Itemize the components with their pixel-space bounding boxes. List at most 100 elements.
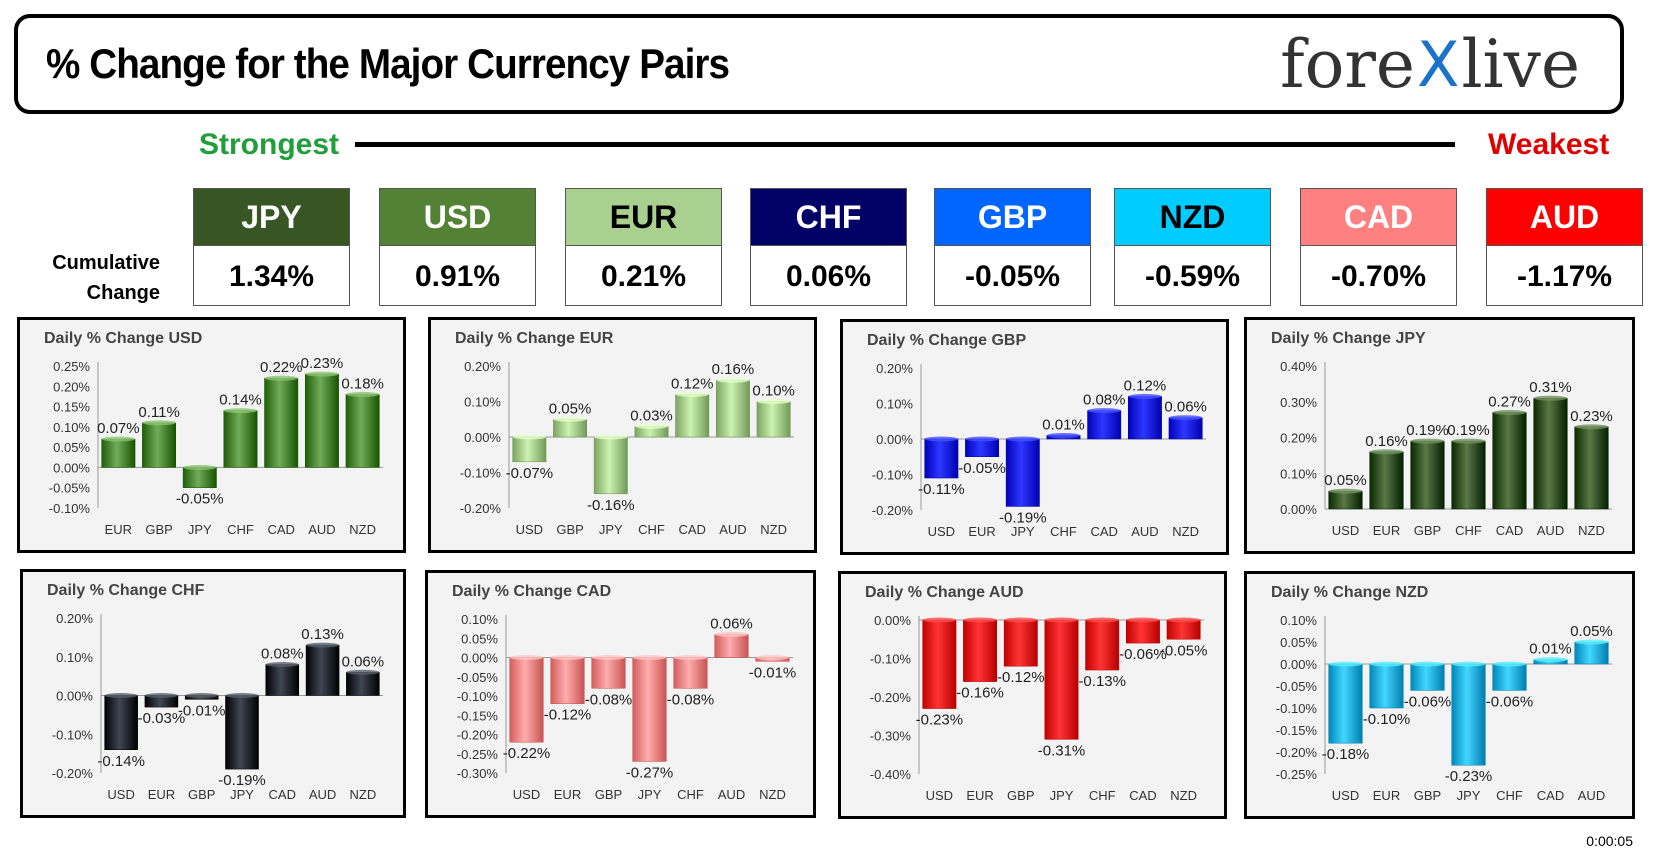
bar-cap xyxy=(1085,617,1119,623)
bar-cap xyxy=(1168,415,1203,421)
bar-cap xyxy=(1166,617,1201,623)
y-tick-label: -0.10% xyxy=(49,501,91,516)
chart-title: Daily % Change CAD xyxy=(452,583,612,600)
data-label: 0.03% xyxy=(630,407,673,424)
y-tick-label: -0.20% xyxy=(1276,745,1318,760)
data-label: -0.05% xyxy=(958,460,1006,477)
chart-panel-4: Daily % Change JPY 0.40% 0.30% 0.20% 0.10% 0.… xyxy=(1244,317,1635,554)
bar-jpy xyxy=(225,695,259,770)
y-tick-label: 0.15% xyxy=(53,400,90,415)
x-tick-label: USD xyxy=(928,524,955,539)
x-tick-label: AUD xyxy=(308,522,335,537)
x-tick-label: NZD xyxy=(760,522,787,537)
bar-nzd xyxy=(346,672,380,696)
x-tick-label: USD xyxy=(107,787,134,802)
currency-cumulative-value: -0.70% xyxy=(1330,260,1427,293)
x-tick-label: CAD xyxy=(1129,788,1156,803)
data-label: 0.10% xyxy=(752,383,795,400)
bar-chf xyxy=(1451,440,1486,510)
x-tick-label: USD xyxy=(516,522,543,537)
page-title: % Change for the Major Currency Pairs xyxy=(46,40,730,87)
bar-chf xyxy=(223,410,258,468)
x-tick-label: GBP xyxy=(1414,788,1441,803)
bar-nzd xyxy=(1574,426,1609,510)
data-label: -0.06% xyxy=(1404,693,1452,710)
bar-cap xyxy=(1410,661,1445,667)
y-tick-label: 0.00% xyxy=(1280,502,1317,517)
currency-name: AUD xyxy=(1487,189,1642,246)
bar-cap xyxy=(1046,432,1081,438)
currency-name: CAD xyxy=(1301,189,1456,246)
cumulative-change-label: Cumulative Change xyxy=(40,248,160,308)
x-tick-label: AUD xyxy=(718,787,745,802)
chart-panel-3: Daily % Change GBP 0.20% 0.10% 0.00% -0.10% -… xyxy=(840,319,1229,555)
bar-nzd xyxy=(345,394,380,468)
bar-cap xyxy=(553,416,587,422)
bar-cap xyxy=(144,693,178,698)
bar-cap xyxy=(346,669,380,675)
chart-panel-6: Daily % Change CAD 0.10% 0.05% 0.00% -0.05% -… xyxy=(425,570,816,818)
bar-gbp xyxy=(553,419,588,438)
bar-cap xyxy=(965,436,999,442)
y-tick-label: 0.00% xyxy=(874,613,911,628)
data-label: -0.12% xyxy=(544,707,592,724)
currency-name: GBP xyxy=(935,189,1090,246)
x-tick-label: GBP xyxy=(595,787,622,802)
y-tick-label: 0.00% xyxy=(876,432,913,447)
bar-chart: 0.20% 0.10% 0.00% -0.10% -0.20% -0.11% USD -0.0… xyxy=(872,361,1207,539)
bar-usd xyxy=(509,657,544,743)
bar-cad xyxy=(1087,410,1122,440)
y-tick-label: 0.10% xyxy=(53,420,90,435)
x-tick-label: NZD xyxy=(349,787,376,802)
data-label: 0.12% xyxy=(671,375,714,392)
x-tick-label: CAD xyxy=(267,522,294,537)
bar-jpy xyxy=(1451,663,1486,766)
y-tick-label: 0.05% xyxy=(1280,635,1317,650)
chart-title: Daily % Change EUR xyxy=(455,330,614,347)
bar-cap xyxy=(591,655,626,660)
x-tick-label: CAD xyxy=(1537,788,1564,803)
data-label: -0.16% xyxy=(956,685,1004,702)
bar-cap xyxy=(1492,409,1527,415)
chart-title: Daily % Change JPY xyxy=(1271,330,1426,347)
bar-cap xyxy=(673,655,708,660)
x-tick-label: USD xyxy=(926,788,953,803)
bar-cap xyxy=(1006,436,1040,442)
x-tick-label: JPY xyxy=(599,522,623,537)
x-tick-label: NZD xyxy=(349,522,376,537)
chart-panel-7: Daily % Change AUD 0.00% -0.10% -0.20% -0.30… xyxy=(838,571,1227,819)
data-label: -0.13% xyxy=(1078,673,1126,690)
x-tick-label: NZD xyxy=(759,787,786,802)
y-tick-label: 0.10% xyxy=(56,650,93,665)
x-tick-label: JPY xyxy=(230,787,254,802)
x-tick-label: CHF xyxy=(1089,788,1116,803)
bar-gbp xyxy=(142,422,177,468)
y-tick-label: 0.00% xyxy=(56,689,93,704)
bar-jpy xyxy=(1044,619,1079,740)
currency-box-nzd: NZD -0.59% xyxy=(1114,188,1271,306)
y-tick-label: 0.00% xyxy=(1280,657,1317,672)
y-tick-label: -0.40% xyxy=(870,767,912,782)
y-tick-label: -0.10% xyxy=(1276,701,1318,716)
bar-cad xyxy=(1125,619,1160,644)
currency-cumulative-value: 1.34% xyxy=(228,260,315,293)
y-tick-label: -0.05% xyxy=(457,670,499,685)
data-label: 0.01% xyxy=(1529,641,1572,658)
bar-cap xyxy=(306,642,340,648)
bar-chf xyxy=(1085,619,1120,671)
y-tick-label: -0.25% xyxy=(1276,767,1318,782)
currency-box-eur: EUR 0.21% xyxy=(565,188,722,306)
y-tick-label: 0.10% xyxy=(464,395,501,410)
bar-eur xyxy=(550,657,585,704)
bar-cap xyxy=(104,693,138,698)
data-label: -0.01% xyxy=(178,702,226,719)
bar-usd xyxy=(922,619,957,709)
chart-title: Daily % Change AUD xyxy=(865,584,1024,601)
bar-usd xyxy=(1328,490,1363,510)
cumulative-label-line2: Change xyxy=(86,282,160,304)
x-tick-label: EUR xyxy=(148,787,175,802)
chart-panel-1: Daily % Change USD 0.25% 0.20% 0.15% 0.10% 0.… xyxy=(17,317,406,553)
strongest-label: Strongest xyxy=(199,128,340,161)
data-label: 0.22% xyxy=(260,359,303,376)
